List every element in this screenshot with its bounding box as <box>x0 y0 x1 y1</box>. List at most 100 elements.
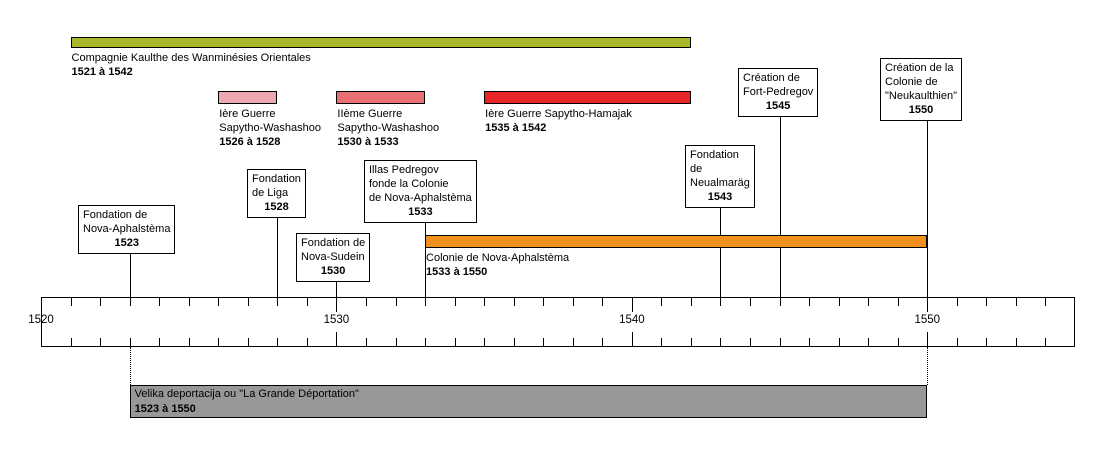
axis-tick <box>927 332 929 346</box>
event-connector-fondation-nova-sudein <box>336 282 338 297</box>
axis-tick <box>395 338 397 346</box>
axis-tick <box>543 338 545 346</box>
event-connector-illas-pedregov-fonde-colonie <box>425 223 427 297</box>
axis-tick <box>720 338 722 346</box>
event-box-fondation-neualmarag: Fondation de Neualmaräg 1543 <box>685 145 755 208</box>
axis-tick <box>750 338 752 346</box>
axis-tick <box>661 298 663 306</box>
period-label-line: Sapytho-Washashoo <box>337 122 440 134</box>
event-year: 1530 <box>320 265 346 277</box>
period-label-velika-deportacija: Velika deportacija ou "La Grande Déporta… <box>135 387 359 417</box>
axis-tick <box>809 338 811 346</box>
event-label-line: Création de la <box>885 62 954 74</box>
period-label-guerre-1-hamajak: Ière Guerre Sapytho-Hamajak 1535 à 1542 <box>485 107 632 135</box>
dotted-connector-fondation-nova-aphalstema <box>129 347 131 385</box>
period-bar-guerre-1-hamajak <box>484 91 691 104</box>
axis-tick <box>365 338 367 346</box>
axis-tick <box>809 298 811 306</box>
event-label-line: de Liga <box>252 187 289 199</box>
period-label-line: Ière Guerre Sapytho-Hamajak <box>485 108 632 120</box>
axis-tick <box>750 298 752 306</box>
axis-tick <box>513 298 515 306</box>
event-year: 1523 <box>114 237 139 249</box>
period-label-line: Compagnie Kaulthe des Wanminésies Orient… <box>71 52 311 64</box>
axis-tick <box>690 338 692 346</box>
axis-tick <box>1015 298 1017 306</box>
axis-tick <box>454 338 456 346</box>
event-box-creation-neukaulthien: Création de la Colonie de "Neukaulthien" 15… <box>880 58 963 121</box>
period-bar-guerre-1-washashoo <box>218 91 278 104</box>
axis-tick <box>956 298 958 306</box>
event-label-line: Fondation de <box>301 237 366 249</box>
axis-tick <box>425 338 427 346</box>
event-box-illas-pedregov-fonde-colonie: Illas Pedregov fonde la Colonie de Nova-Ap… <box>364 160 477 223</box>
event-year: 1543 <box>707 191 733 203</box>
event-year: 1545 <box>765 100 791 112</box>
event-label-line: Colonie de <box>885 76 938 88</box>
period-bar-compagnie-kaulthe <box>70 37 691 48</box>
axis-tick <box>602 298 604 306</box>
period-label-line: Sapytho-Washashoo <box>219 122 321 134</box>
axis-tick <box>690 298 692 306</box>
axis-tick <box>425 298 427 306</box>
axis-tick <box>868 338 870 346</box>
axis-year-label: 1540 <box>619 314 645 326</box>
axis-tick <box>336 298 338 312</box>
axis-tick <box>779 338 781 346</box>
period-bar-velika-deportacija <box>129 385 928 418</box>
event-connector-fondation-neualmarag <box>720 208 722 297</box>
axis-tick <box>779 298 781 306</box>
axis-tick <box>129 298 131 306</box>
event-label-line: de <box>690 163 703 175</box>
event-box-fondation-liga: Fondation de Liga 1528 <box>247 169 306 218</box>
axis-tick <box>129 338 131 346</box>
axis-tick <box>277 298 279 306</box>
event-box-creation-fort-pedregov: Création de Fort-Pedregov 1545 <box>738 68 819 117</box>
event-year: 1528 <box>264 201 289 213</box>
period-bar-colonie-nova-aphalstema <box>425 235 928 248</box>
event-label-line: Neualmaräg <box>690 177 750 189</box>
axis-tick <box>306 338 308 346</box>
axis-tick <box>306 298 308 306</box>
axis-tick <box>956 338 958 346</box>
axis-tick <box>986 338 988 346</box>
axis-tick <box>159 298 161 306</box>
axis-tick <box>277 338 279 346</box>
period-label-colonie-nova-aphalstema: Colonie de Nova-Aphalstèma 1533 à 1550 <box>426 251 569 279</box>
axis-tick <box>720 298 722 306</box>
axis-tick <box>247 298 249 306</box>
period-label-line: Ière Guerre <box>219 108 276 120</box>
axis-tick <box>484 298 486 306</box>
axis-tick <box>602 338 604 346</box>
axis-year-label: 1530 <box>323 314 350 326</box>
axis-tick <box>336 332 338 346</box>
event-label-line: Fort-Pedregov <box>743 86 814 98</box>
axis-tick <box>986 298 988 306</box>
axis-tick <box>572 338 574 346</box>
timeline-axis-band <box>41 297 1075 347</box>
axis-tick <box>454 298 456 306</box>
axis-tick <box>661 338 663 346</box>
period-dates: 1523 à 1550 <box>134 403 196 415</box>
event-box-fondation-nova-aphalstema: Fondation de Nova-Aphalstèma 1523 <box>78 205 176 254</box>
axis-tick <box>70 298 72 306</box>
event-label-line: "Neukaulthien" <box>885 90 958 102</box>
dotted-connector-creation-neukaulthien <box>927 347 929 385</box>
axis-tick <box>838 298 840 306</box>
axis-tick <box>513 338 515 346</box>
event-box-fondation-nova-sudein: Fondation de Nova-Sudein 1530 <box>296 233 371 282</box>
period-label-line: IIème Guerre <box>337 108 403 120</box>
axis-tick <box>365 298 367 306</box>
period-dates: 1533 à 1550 <box>426 266 488 278</box>
axis-tick <box>218 298 220 306</box>
event-label-line: Nova-Aphalstèma <box>83 223 171 235</box>
event-label-line: Illas Pedregov <box>369 164 439 176</box>
event-label-line: Création de <box>743 72 800 84</box>
axis-tick <box>1015 338 1017 346</box>
period-bar-guerre-2-washashoo <box>336 91 426 104</box>
axis-tick <box>868 298 870 306</box>
axis-tick <box>247 338 249 346</box>
period-dates: 1535 à 1542 <box>485 122 547 134</box>
event-label-line: Nova-Sudein <box>301 251 365 263</box>
axis-tick <box>218 338 220 346</box>
